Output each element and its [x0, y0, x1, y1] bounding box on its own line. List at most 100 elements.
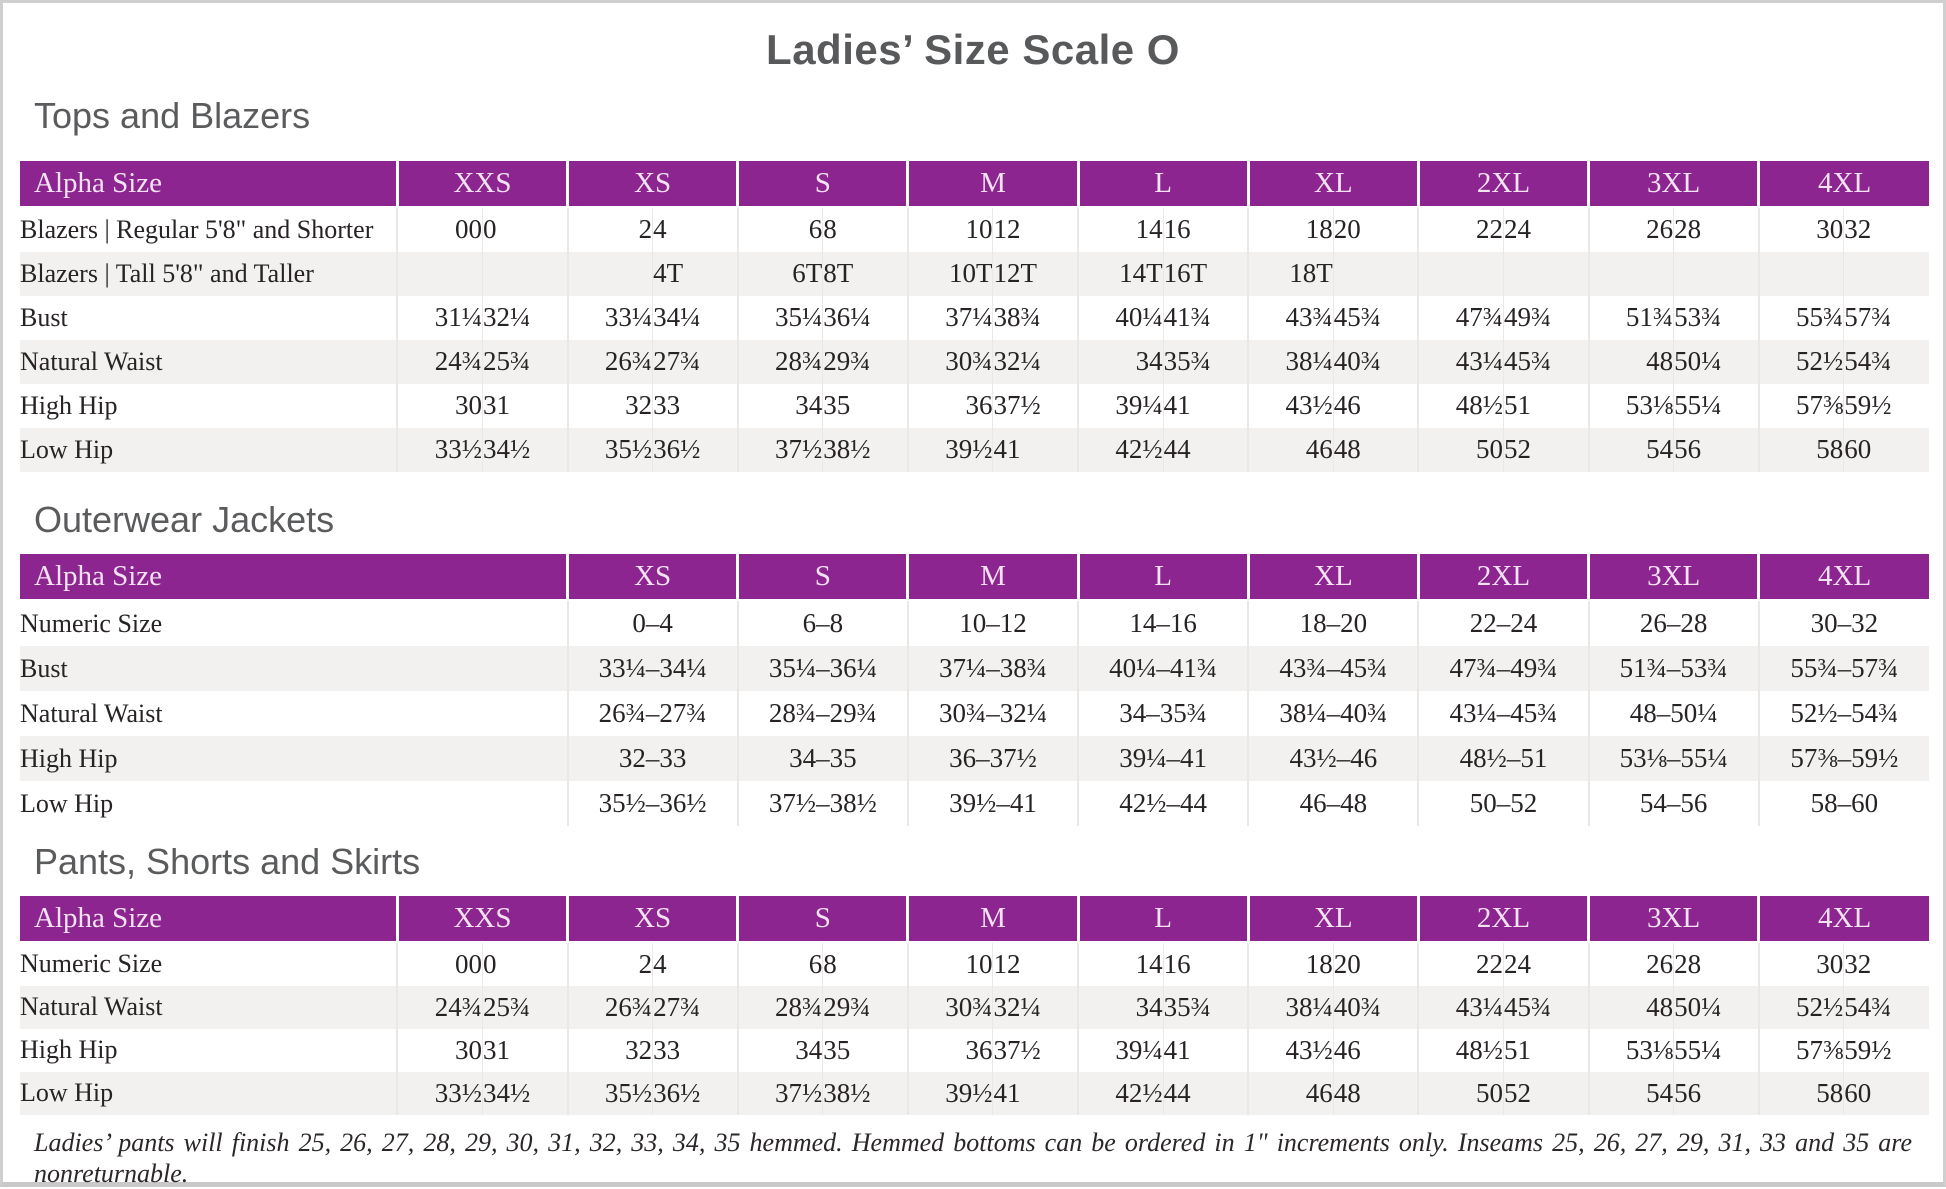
section-heading-pants-shorts-and-skirts: Pants, Shorts and Skirts — [34, 841, 421, 883]
size-value: 24¾ — [396, 339, 483, 384]
section-heading-tops-and-blazers: Tops and Blazers — [34, 95, 311, 137]
size-value: 53⅛–55¼ — [1587, 736, 1759, 782]
size-value: 38½ — [822, 1071, 908, 1115]
row-label: Bust — [20, 295, 398, 340]
column-header-xs: XS — [566, 895, 738, 943]
size-value: 32¼ — [481, 295, 568, 340]
size-value: 48 — [1587, 985, 1674, 1029]
size-value: 51 — [1502, 383, 1589, 428]
size-value: 27¾ — [652, 339, 738, 384]
size-value: 50 — [1417, 1071, 1504, 1115]
column-header-2xl: 2XL — [1416, 895, 1589, 943]
size-value — [1587, 251, 1674, 296]
table-row-high-hip: High Hip 30 31 32 33 34 35 36 37½ 39¼ 41 43½ 46 48½ 51… — [20, 1028, 1929, 1072]
size-value: 24 — [1502, 941, 1589, 986]
size-value: 60 — [1843, 1071, 1929, 1115]
column-header-4xl: 4XL — [1757, 895, 1929, 943]
size-value: 4T — [652, 251, 738, 296]
size-value: 43¼ — [1417, 339, 1504, 384]
size-value: 31 — [481, 383, 568, 428]
size-value: 58 — [1757, 427, 1844, 472]
size-value: 46 — [1247, 1071, 1334, 1115]
table-row-high-hip: High Hip 32–33 34–35 36–37½ 39¼–41 43½–46 48½–… — [20, 736, 1929, 782]
size-value: 53¾ — [1673, 295, 1759, 340]
size-value: 34–35 — [736, 736, 908, 782]
size-value: 26 — [1587, 941, 1674, 986]
column-header-4xl: 4XL — [1757, 554, 1929, 602]
size-value: 55¼ — [1673, 383, 1759, 428]
size-value: 54–56 — [1587, 781, 1759, 827]
size-value: 34½ — [481, 427, 568, 472]
size-value: 50 — [1417, 427, 1504, 472]
size-value: 51 — [1502, 1028, 1589, 1072]
size-value: 41 — [992, 1071, 1079, 1115]
size-value: 12 — [992, 941, 1079, 986]
size-value: 52½ — [1757, 339, 1844, 384]
size-value: 10 — [906, 206, 993, 252]
section-heading-outerwear-jackets: Outerwear Jackets — [34, 498, 335, 540]
table-row-natural-waist: Natural Waist 26¾–27¾ 28¾–29¾ 30¾–32¼ 34–35¾… — [20, 691, 1929, 737]
size-value: 46 — [1247, 427, 1334, 472]
row-label: Blazers | Tall 5'8" and Taller — [20, 251, 398, 296]
size-value: 26 — [1587, 206, 1674, 252]
pants-shorts-and-skirts-table-container: Alpha Size XXS XS S M L XL 2XL 3XL 4XL Numeric Siz… — [20, 895, 1929, 1115]
column-header-xl: XL — [1246, 895, 1419, 943]
size-value: 40¼ — [1077, 295, 1164, 340]
size-value: 27¾ — [652, 985, 738, 1029]
size-value: 28¾–29¾ — [736, 691, 908, 737]
size-value: 14T — [1077, 251, 1164, 296]
row-label: Numeric Size — [20, 941, 398, 986]
size-value: 31 — [481, 1028, 568, 1072]
size-value: 25¾ — [481, 339, 568, 384]
column-header-4xl: 4XL — [1757, 160, 1929, 208]
size-value: 43½–46 — [1247, 736, 1419, 782]
size-value: 32 — [1843, 206, 1929, 252]
size-value: 34 — [736, 1028, 823, 1072]
size-value: 36½ — [652, 1071, 738, 1115]
size-value: 33 — [652, 1028, 738, 1072]
size-value: 52½–54¾ — [1757, 691, 1929, 737]
outerwear-jackets-table-container: Alpha Size XS S M L XL 2XL 3XL 4XL Numeric Size 0–… — [20, 554, 1929, 827]
size-value: 26¾–27¾ — [566, 691, 738, 737]
size-value: 30¾ — [906, 985, 993, 1029]
size-value: 28¾ — [736, 985, 823, 1029]
size-value: 33 — [652, 383, 738, 428]
size-value: 51¾ — [1587, 295, 1674, 340]
section-outerwear-jackets: Outerwear Jackets Alpha Size XS S M L XL 2XL 3X… — [20, 498, 1929, 827]
size-value: 18 — [1247, 941, 1334, 986]
column-header-xs: XS — [566, 554, 738, 602]
column-header-alpha-size: Alpha Size — [20, 160, 398, 208]
table-row-low-hip: Low Hip 33½ 34½ 35½ 36½ 37½ 38½ 39½ 41 42½ 44 46 48 5… — [20, 427, 1929, 472]
size-value: 20 — [1332, 941, 1419, 986]
tops-and-blazers-table-container: Alpha Size XXS XS S M L XL 2XL 3XL 4XL Blazers | R… — [20, 160, 1929, 472]
size-value — [1673, 251, 1759, 296]
size-value: 22 — [1417, 206, 1504, 252]
header-row: Alpha Size XXS XS S M L XL 2XL 3XL 4XL — [20, 895, 1929, 943]
size-value: 48½ — [1417, 383, 1504, 428]
size-value: 8 — [822, 941, 908, 986]
size-value: 59½ — [1843, 1028, 1929, 1072]
size-value: 40¾ — [1332, 985, 1419, 1029]
size-value: 31¼ — [396, 295, 483, 340]
row-label: High Hip — [20, 736, 568, 782]
size-value: 2 — [566, 206, 653, 252]
column-header-alpha-size: Alpha Size — [20, 895, 398, 943]
size-value: 16 — [1162, 206, 1249, 252]
column-header-xl: XL — [1246, 554, 1419, 602]
size-value: 6 — [736, 941, 823, 986]
footnote: Ladies’ pants will finish 25, 26, 27, 28… — [34, 1127, 1912, 1188]
size-value: 30–32 — [1757, 600, 1929, 647]
size-value: 38¼ — [1247, 985, 1334, 1029]
column-header-m: M — [906, 160, 1079, 208]
size-value: 25¾ — [481, 985, 568, 1029]
size-value: 18 — [1247, 206, 1334, 252]
size-value: 36 — [906, 1028, 993, 1072]
size-value: 48–50¼ — [1587, 691, 1759, 737]
size-value: 37¼–38¾ — [906, 646, 1079, 692]
size-value: 38¾ — [992, 295, 1079, 340]
size-chart-page: Ladies’ Size Scale O Tops and Blazers Al… — [3, 3, 1943, 1189]
column-header-xl: XL — [1246, 160, 1419, 208]
size-value: 43¾ — [1247, 295, 1334, 340]
size-value: 24¾ — [396, 985, 483, 1029]
size-value: 18T — [1247, 251, 1334, 296]
